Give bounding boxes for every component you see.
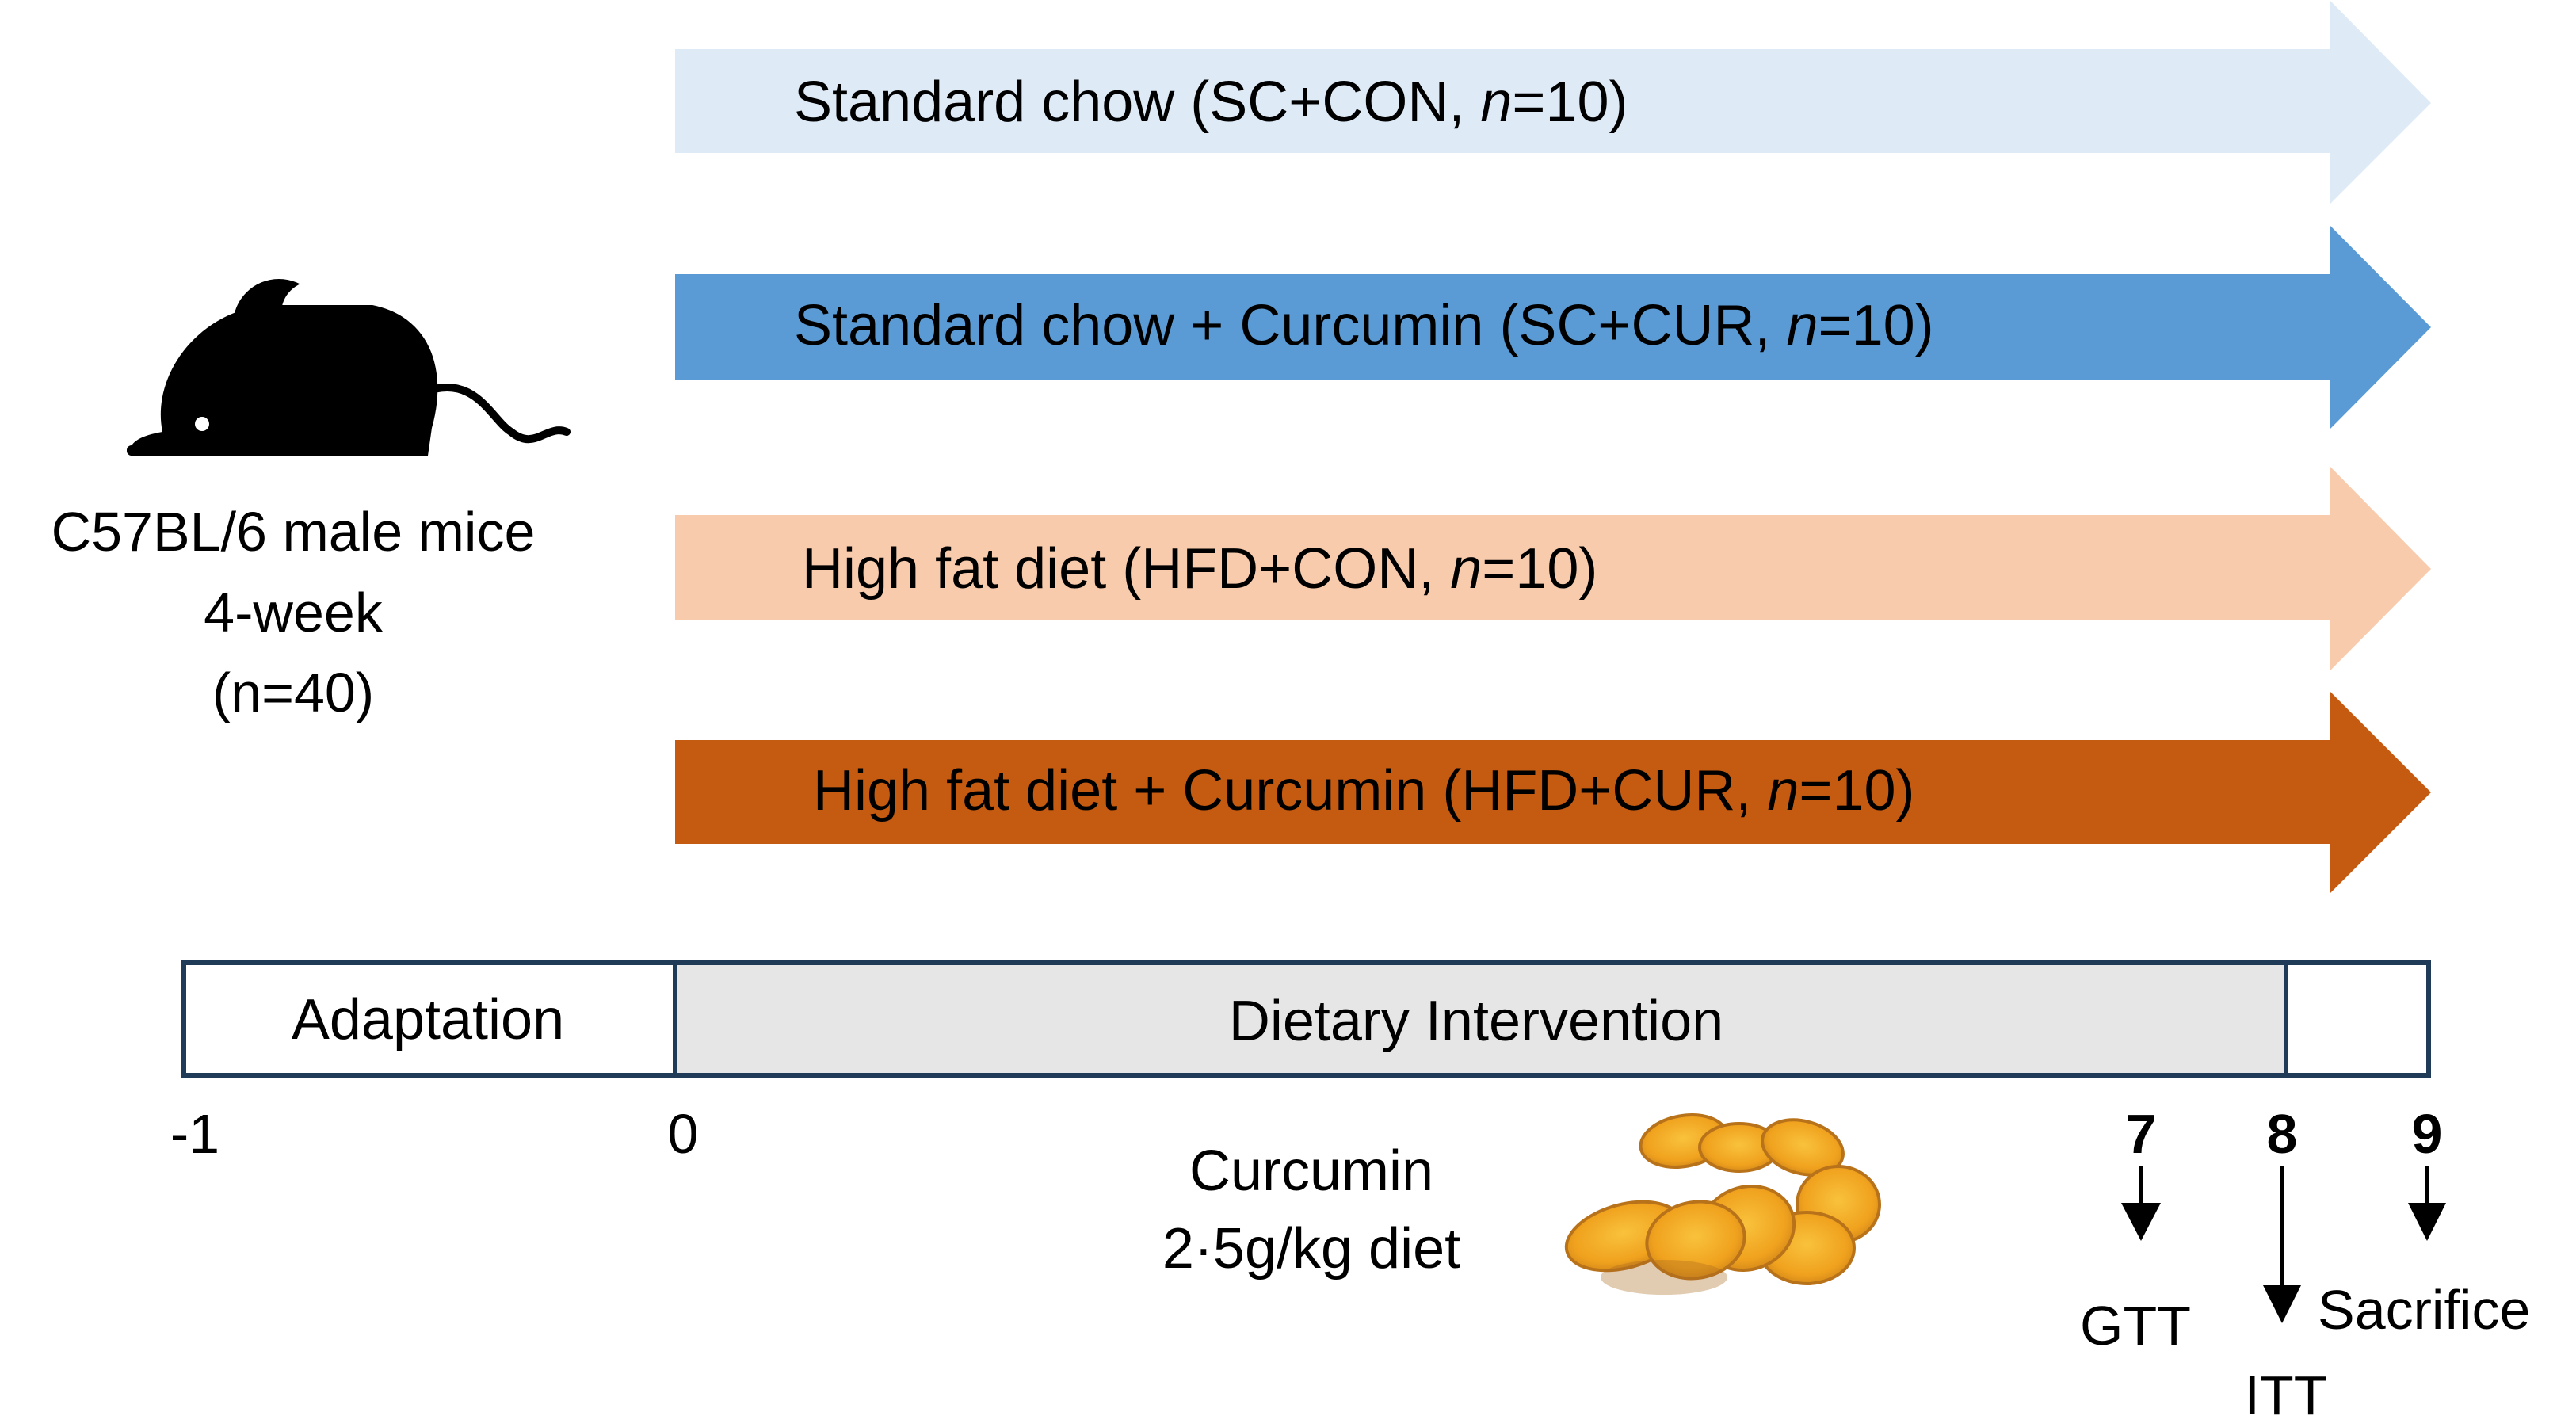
itt-arrow (2263, 1166, 2301, 1323)
gtt-arrow (2121, 1166, 2161, 1241)
group-label-hfd-con: High fat diet (HFD+CON, n=10) (802, 537, 1597, 601)
group-arrow-sc-cur: Standard chow + Curcumin (SC+CUR, n=10) (675, 225, 2431, 429)
group-label-sc-con: Standard chow (SC+CON, n=10) (794, 71, 1628, 134)
tick-label: 8 (2267, 1103, 2298, 1165)
group-label-hfd-cur: High fat diet + Curcumin (HFD+CUR, n=10) (813, 759, 1915, 823)
adaptation-segment (181, 960, 677, 1078)
group-arrow-hfd-con: High fat diet (HFD+CON, n=10) (675, 466, 2431, 671)
intervention-segment (673, 960, 2288, 1078)
tick-label: 0 (668, 1103, 699, 1165)
event-label-itt: ITT (2245, 1364, 2328, 1416)
curcumin-dose-label: 2·5g/kg diet (1162, 1217, 1460, 1281)
turmeric-slices-icon (1564, 1113, 1881, 1295)
group-arrow-sc-con: Standard chow (SC+CON, n=10) (675, 0, 2431, 204)
tick-label: 7 (2126, 1103, 2157, 1165)
timeline-bar: Adaptation Dietary Intervention (181, 960, 2431, 1078)
event-label-gtt: GTT (2080, 1295, 2191, 1357)
end-segment (2284, 960, 2431, 1078)
mouse-strain-label: C57BL/6 male mice (52, 501, 536, 563)
tick-label: 9 (2412, 1103, 2443, 1165)
mouse-count-label: (n=40) (212, 662, 374, 723)
group-label-sc-cur: Standard chow + Curcumin (SC+CUR, n=10) (794, 294, 1934, 357)
group-arrow-hfd-cur: High fat diet + Curcumin (HFD+CUR, n=10) (675, 691, 2431, 894)
mouse-icon (127, 279, 571, 456)
mouse-age-label: 4-week (204, 582, 384, 643)
tick-label: -1 (170, 1103, 219, 1165)
intervention-label: Dietary Intervention (1229, 990, 1723, 1053)
sacrifice-arrow (2408, 1166, 2446, 1241)
curcumin-label: Curcumin (1189, 1139, 1433, 1203)
event-label-sacrifice: Sacrifice (2318, 1279, 2530, 1341)
adaptation-label: Adaptation (292, 988, 564, 1052)
